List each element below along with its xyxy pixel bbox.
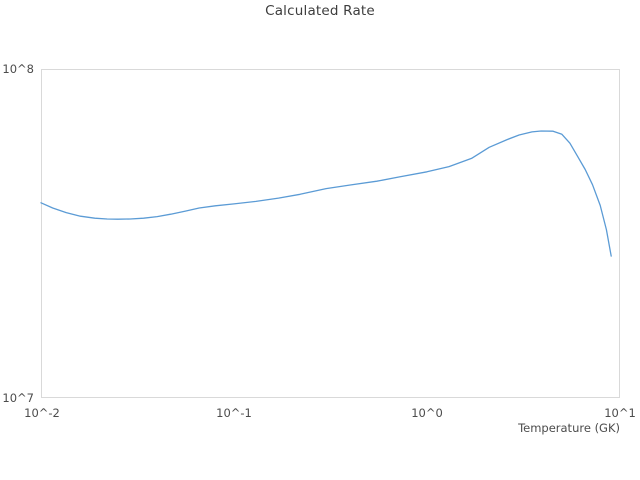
- x-tick-1e-1: 10^-1: [216, 406, 252, 420]
- chart-title: Calculated Rate: [265, 3, 375, 19]
- x-tick-1e0: 10^0: [411, 406, 443, 420]
- y-tick-1e7: 10^7: [2, 391, 34, 405]
- x-tick-1e-2: 10^-2: [24, 406, 60, 420]
- x-tick-1e1: 10^1: [604, 406, 636, 420]
- plot-area: [41, 69, 620, 398]
- y-tick-1e8: 10^8: [2, 62, 34, 76]
- x-axis-label: Temperature (GK): [518, 421, 620, 435]
